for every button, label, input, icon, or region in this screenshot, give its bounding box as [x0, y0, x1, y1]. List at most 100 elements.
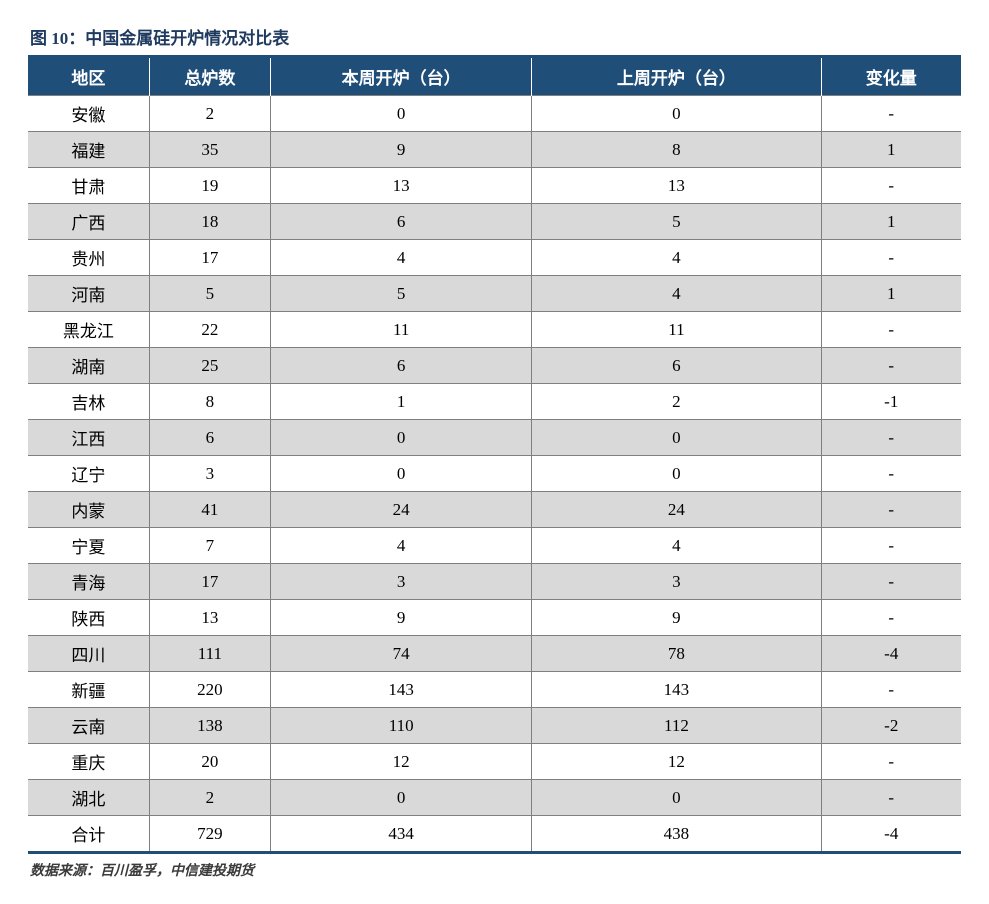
- table-header-row: 地区 总炉数 本周开炉（台） 上周开炉（台） 变化量: [28, 58, 961, 96]
- table-cell: 6: [271, 348, 532, 384]
- table-row: 吉林812-1: [28, 384, 961, 420]
- table-container: 地区 总炉数 本周开炉（台） 上周开炉（台） 变化量 安徽200-福建35981…: [28, 55, 961, 854]
- table-cell: 35: [149, 132, 270, 168]
- table-cell: 13: [271, 168, 532, 204]
- table-cell: 2: [149, 96, 270, 132]
- table-cell: 74: [271, 636, 532, 672]
- table-cell: 111: [149, 636, 270, 672]
- table-row: 江西600-: [28, 420, 961, 456]
- table-cell: 17: [149, 564, 270, 600]
- table-cell: -: [821, 528, 961, 564]
- table-row: 福建35981: [28, 132, 961, 168]
- table-cell: 9: [271, 600, 532, 636]
- table-cell: 福建: [28, 132, 149, 168]
- col-header-last-week: 上周开炉（台）: [532, 58, 821, 96]
- table-row: 湖南2566-: [28, 348, 961, 384]
- table-cell: 1: [821, 204, 961, 240]
- table-cell: 13: [532, 168, 821, 204]
- table-cell: 138: [149, 708, 270, 744]
- table-cell: 江西: [28, 420, 149, 456]
- table-cell: 广西: [28, 204, 149, 240]
- table-cell: 25: [149, 348, 270, 384]
- table-cell: 内蒙: [28, 492, 149, 528]
- table-cell: 24: [532, 492, 821, 528]
- table-cell: -: [821, 456, 961, 492]
- table-cell: -: [821, 672, 961, 708]
- table-row: 内蒙412424-: [28, 492, 961, 528]
- table-cell: 吉林: [28, 384, 149, 420]
- table-cell: 宁夏: [28, 528, 149, 564]
- table-cell: 云南: [28, 708, 149, 744]
- table-cell: 贵州: [28, 240, 149, 276]
- table-cell: 3: [149, 456, 270, 492]
- table-row: 黑龙江221111-: [28, 312, 961, 348]
- table-cell: 合计: [28, 816, 149, 852]
- table-cell: 0: [271, 456, 532, 492]
- table-cell: 0: [532, 456, 821, 492]
- table-cell: 0: [271, 96, 532, 132]
- table-cell: 5: [532, 204, 821, 240]
- col-header-region: 地区: [28, 58, 149, 96]
- table-cell: 0: [271, 780, 532, 816]
- table-cell: 3: [532, 564, 821, 600]
- figure-title: 图 10：中国金属硅开炉情况对比表: [28, 24, 961, 49]
- table-cell: 19: [149, 168, 270, 204]
- table-cell: 12: [271, 744, 532, 780]
- table-cell: -: [821, 492, 961, 528]
- table-row: 合计729434438-4: [28, 816, 961, 852]
- table-cell: 新疆: [28, 672, 149, 708]
- table-cell: 5: [271, 276, 532, 312]
- table-cell: -: [821, 600, 961, 636]
- table-cell: 安徽: [28, 96, 149, 132]
- table-cell: -4: [821, 816, 961, 852]
- table-cell: 3: [271, 564, 532, 600]
- table-row: 湖北200-: [28, 780, 961, 816]
- data-source: 数据来源：百川盈孚，中信建投期货: [28, 860, 961, 880]
- table-cell: 13: [149, 600, 270, 636]
- table-cell: 0: [271, 420, 532, 456]
- table-cell: 2: [532, 384, 821, 420]
- table-cell: 12: [532, 744, 821, 780]
- table-cell: 112: [532, 708, 821, 744]
- table-cell: 5: [149, 276, 270, 312]
- table-cell: 8: [149, 384, 270, 420]
- table-cell: 4: [532, 240, 821, 276]
- col-header-this-week: 本周开炉（台）: [271, 58, 532, 96]
- table-row: 重庆201212-: [28, 744, 961, 780]
- table-cell: 四川: [28, 636, 149, 672]
- table-cell: 11: [532, 312, 821, 348]
- table-cell: 陕西: [28, 600, 149, 636]
- table-cell: 143: [271, 672, 532, 708]
- table-cell: 0: [532, 780, 821, 816]
- table-cell: 729: [149, 816, 270, 852]
- table-cell: 青海: [28, 564, 149, 600]
- table-cell: 湖南: [28, 348, 149, 384]
- table-row: 甘肃191313-: [28, 168, 961, 204]
- table-cell: 78: [532, 636, 821, 672]
- table-row: 青海1733-: [28, 564, 961, 600]
- table-cell: -2: [821, 708, 961, 744]
- table-cell: 20: [149, 744, 270, 780]
- table-row: 云南138110112-2: [28, 708, 961, 744]
- table-cell: 4: [271, 240, 532, 276]
- table-cell: 24: [271, 492, 532, 528]
- table-cell: -: [821, 744, 961, 780]
- table-cell: -: [821, 96, 961, 132]
- table-cell: 2: [149, 780, 270, 816]
- table-cell: 1: [821, 276, 961, 312]
- table-cell: 22: [149, 312, 270, 348]
- table-cell: -1: [821, 384, 961, 420]
- table-cell: 湖北: [28, 780, 149, 816]
- table-cell: 6: [149, 420, 270, 456]
- table-cell: 重庆: [28, 744, 149, 780]
- table-body: 安徽200-福建35981甘肃191313-广西18651贵州1744-河南55…: [28, 96, 961, 852]
- table-cell: -: [821, 168, 961, 204]
- col-header-total: 总炉数: [149, 58, 270, 96]
- table-row: 河南5541: [28, 276, 961, 312]
- table-cell: -: [821, 564, 961, 600]
- furnace-table: 地区 总炉数 本周开炉（台） 上周开炉（台） 变化量 安徽200-福建35981…: [28, 58, 961, 851]
- table-cell: 438: [532, 816, 821, 852]
- table-cell: 4: [271, 528, 532, 564]
- table-cell: 7: [149, 528, 270, 564]
- table-cell: 辽宁: [28, 456, 149, 492]
